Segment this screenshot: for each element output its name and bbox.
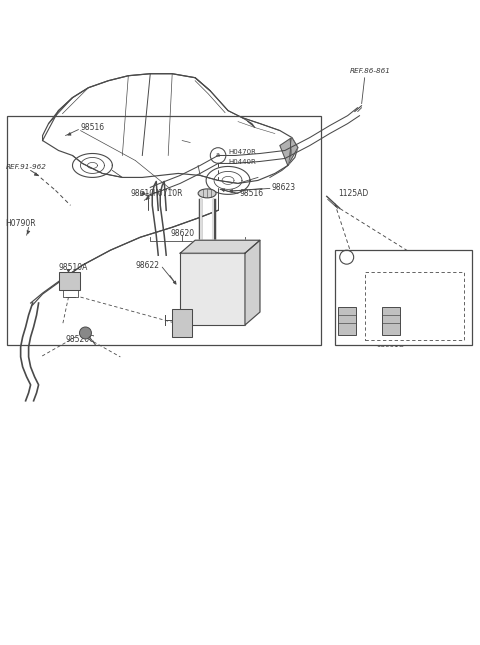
Text: H0470R: H0470R xyxy=(228,150,256,155)
Text: H0710R: H0710R xyxy=(152,189,183,198)
Text: H0790R: H0790R xyxy=(6,219,36,228)
Text: REF.91-962: REF.91-962 xyxy=(6,164,47,170)
Text: 81199: 81199 xyxy=(340,340,362,346)
Text: a: a xyxy=(345,255,348,260)
Text: 98661G: 98661G xyxy=(377,342,405,348)
Bar xyxy=(172,309,192,337)
Bar xyxy=(338,307,356,335)
Text: 98620: 98620 xyxy=(170,229,194,238)
Bar xyxy=(180,253,245,325)
Text: 98622: 98622 xyxy=(135,261,159,270)
Bar xyxy=(7,115,321,345)
Text: H0440R: H0440R xyxy=(228,159,256,166)
Polygon shape xyxy=(245,240,260,325)
Circle shape xyxy=(80,327,91,339)
Text: 98610: 98610 xyxy=(130,189,155,198)
Polygon shape xyxy=(180,240,260,253)
Text: 98516: 98516 xyxy=(240,189,264,198)
Text: (-150917): (-150917) xyxy=(374,333,407,340)
Polygon shape xyxy=(280,137,298,166)
Bar xyxy=(59,272,81,290)
Bar xyxy=(382,307,399,335)
Text: 98516: 98516 xyxy=(81,123,105,132)
Text: a: a xyxy=(216,152,220,159)
Text: 98520C: 98520C xyxy=(66,335,95,344)
Text: 98510A: 98510A xyxy=(59,263,88,272)
Text: REF.86-861: REF.86-861 xyxy=(350,68,391,74)
Ellipse shape xyxy=(198,189,216,198)
Text: 1125AD: 1125AD xyxy=(338,189,368,198)
Bar xyxy=(335,250,472,345)
Text: 98623: 98623 xyxy=(272,183,296,192)
Bar xyxy=(365,272,464,340)
